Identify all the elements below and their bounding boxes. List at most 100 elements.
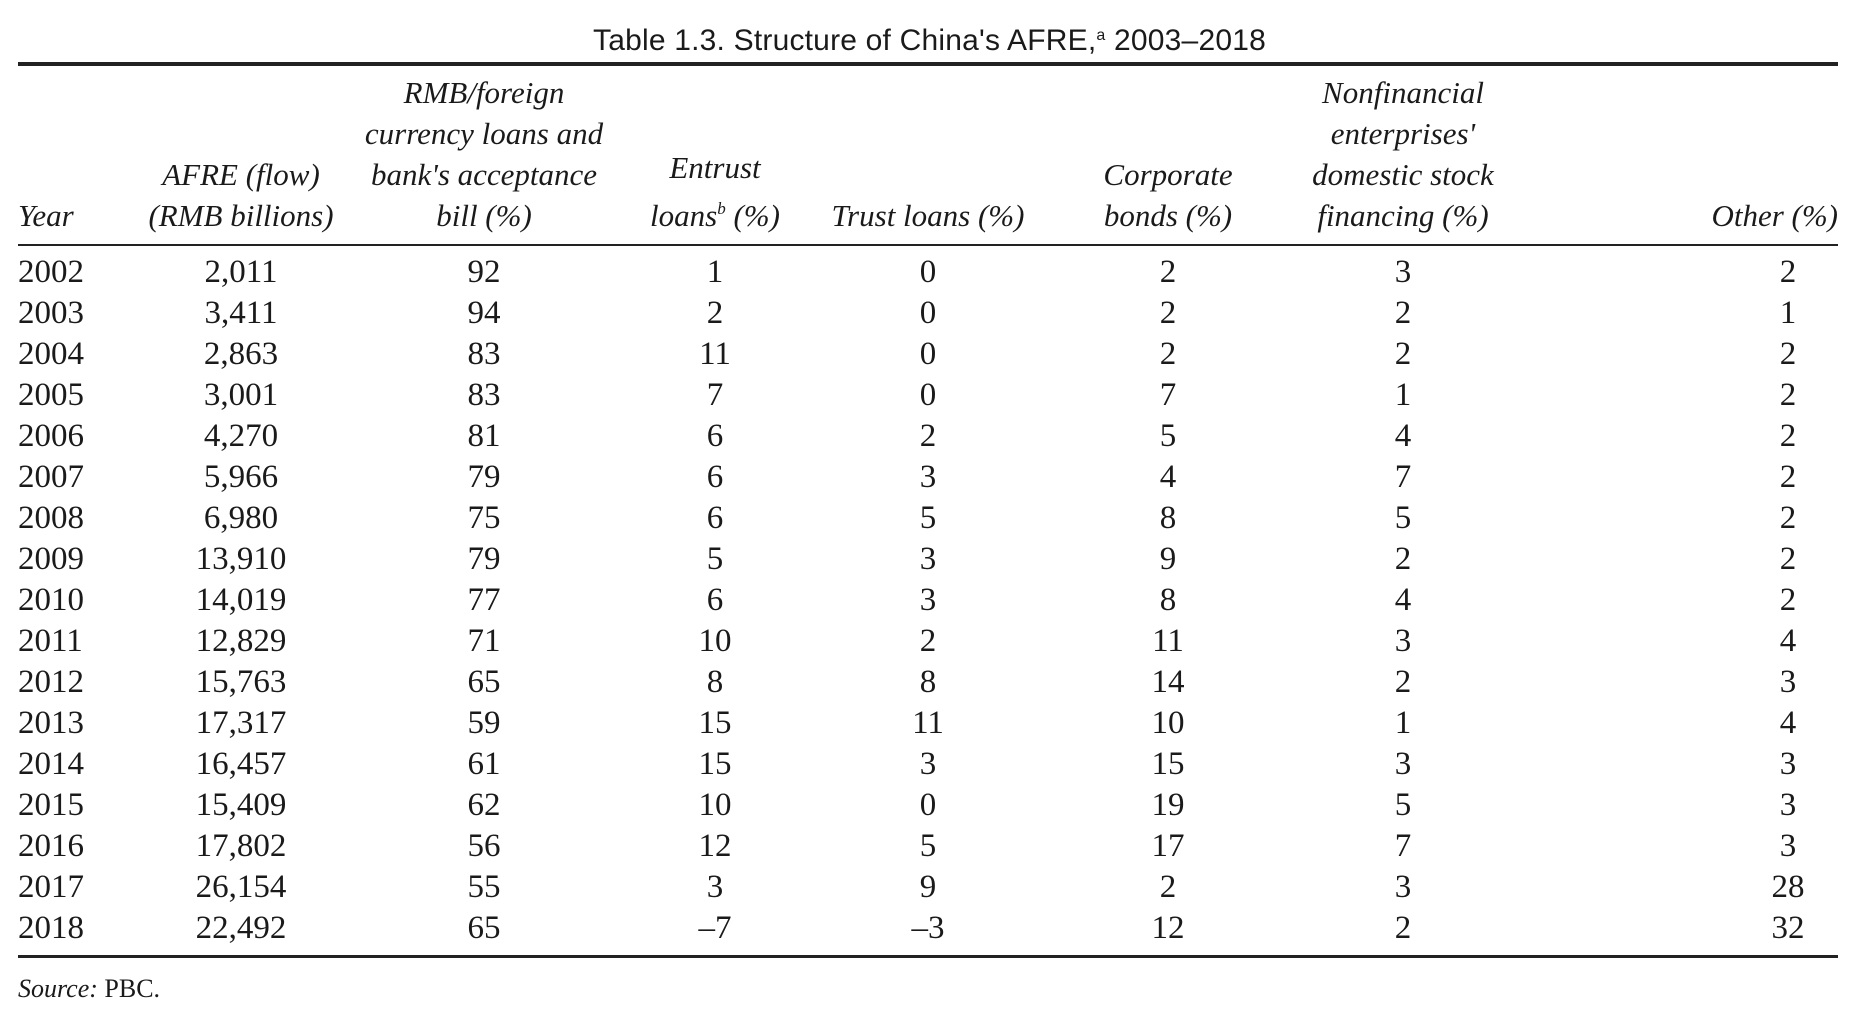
cell-stock-financing-pct: 2: [1394, 910, 1412, 946]
cell-rmb-loans-pct: 65: [467, 910, 501, 946]
cell-trust-loans-pct: 9: [919, 869, 937, 905]
cell-corporate-bonds-pct: 9: [1159, 541, 1177, 577]
cell-corporate-bonds-pct: 7: [1159, 377, 1177, 413]
table-row: 2007 5,966 79 6 3 4 7 2: [18, 457, 1838, 498]
cell-afre-flow: 2,011: [204, 254, 278, 290]
cell-stock-financing-pct: 2: [1394, 664, 1412, 700]
cell-other-pct: 4: [1779, 705, 1797, 741]
cell-entrust-loans-pct: 12: [698, 828, 732, 864]
cell-rmb-loans-pct: 65: [467, 664, 501, 700]
cell-rmb-loans-pct: 92: [467, 254, 501, 290]
cell-year: 2015: [18, 787, 84, 823]
cell-trust-loans-pct: 3: [919, 582, 937, 618]
cell-trust-loans-pct: 2: [919, 418, 937, 454]
cell-year: 2003: [18, 295, 84, 331]
cell-rmb-loans-pct: 81: [467, 418, 501, 454]
table-row: 2004 2,863 83 11 0 2 2 2: [18, 334, 1838, 375]
header-afre: AFRE (flow) (RMB billions): [136, 66, 346, 246]
table-header-row: Year AFRE (flow) (RMB billions) RMB/fore…: [18, 66, 1838, 246]
cell-entrust-loans-pct: 15: [698, 705, 732, 741]
cell-trust-loans-pct: 0: [919, 254, 937, 290]
header-rmb-loans: RMB/foreign currency loans and bank's ac…: [346, 66, 622, 246]
cell-other-pct: 2: [1779, 418, 1797, 454]
cell-afre-flow: 3,001: [203, 377, 279, 413]
cell-stock-financing-pct: 1: [1394, 705, 1412, 741]
cell-stock-financing-pct: 4: [1394, 582, 1412, 618]
table-top-rule: [18, 62, 1838, 66]
cell-afre-flow: 2,863: [203, 336, 279, 372]
cell-trust-loans-pct: 0: [919, 787, 937, 823]
cell-trust-loans-pct: 3: [919, 541, 937, 577]
cell-afre-flow: 17,802: [195, 828, 287, 864]
cell-other-pct: 28: [1771, 869, 1805, 905]
cell-trust-loans-pct: 0: [919, 295, 937, 331]
cell-corporate-bonds-pct: 19: [1151, 787, 1185, 823]
cell-year: 2004: [18, 336, 84, 372]
cell-corporate-bonds-pct: 2: [1159, 254, 1177, 290]
cell-trust-loans-pct: 3: [919, 746, 937, 782]
cell-other-pct: 4: [1779, 623, 1797, 659]
cell-afre-flow: 4,270: [203, 418, 279, 454]
cell-trust-loans-pct: 0: [919, 336, 937, 372]
cell-rmb-loans-pct: 61: [467, 746, 501, 782]
cell-stock-financing-pct: 3: [1394, 746, 1412, 782]
cell-year: 2007: [18, 459, 84, 495]
cell-stock-financing-pct: 1: [1394, 377, 1412, 413]
cell-year: 2013: [18, 705, 84, 741]
cell-rmb-loans-pct: 79: [467, 541, 501, 577]
cell-other-pct: 1: [1779, 295, 1797, 331]
cell-corporate-bonds-pct: 17: [1151, 828, 1185, 864]
source-text: PBC.: [97, 974, 161, 1003]
cell-rmb-loans-pct: 94: [467, 295, 501, 331]
table-bottom-rule: [18, 955, 1838, 958]
cell-year: 2014: [18, 746, 84, 782]
afre-structure-table: Year AFRE (flow) (RMB billions) RMB/fore…: [18, 66, 1838, 949]
cell-other-pct: 3: [1779, 828, 1797, 864]
table-row: 2011 12,829 71 10 2 11 3 4: [18, 621, 1838, 662]
table-row: 2013 17,317 59 15 11 10 1 4: [18, 703, 1838, 744]
cell-entrust-loans-pct: 6: [706, 418, 724, 454]
cell-entrust-loans-pct: 15: [698, 746, 732, 782]
cell-year: 2006: [18, 418, 84, 454]
cell-stock-financing-pct: 7: [1394, 459, 1412, 495]
cell-corporate-bonds-pct: 2: [1159, 869, 1177, 905]
cell-year: 2018: [18, 910, 84, 946]
cell-entrust-loans-pct: 6: [706, 582, 724, 618]
table-row: 2003 3,411 94 2 0 2 2 1: [18, 293, 1838, 334]
cell-rmb-loans-pct: 83: [467, 377, 501, 413]
cell-afre-flow: 22,492: [195, 910, 287, 946]
cell-afre-flow: 13,910: [195, 541, 287, 577]
cell-entrust-loans-pct: 5: [706, 541, 724, 577]
cell-trust-loans-pct: 5: [919, 500, 937, 536]
table-row: 2008 6,980 75 6 5 8 5 2: [18, 498, 1838, 539]
source-label: Source:: [18, 974, 98, 1003]
cell-rmb-loans-pct: 77: [467, 582, 501, 618]
cell-rmb-loans-pct: 56: [467, 828, 501, 864]
table-row: 2012 15,763 65 8 8 14 2 3: [18, 662, 1838, 703]
table-row: 2002 2,011 92 1 0 2 3 2: [18, 245, 1838, 293]
source-note: Source: PBC.: [18, 974, 1841, 1004]
cell-entrust-loans-pct: 11: [699, 336, 731, 372]
cell-stock-financing-pct: 3: [1394, 623, 1412, 659]
cell-trust-loans-pct: 11: [912, 705, 944, 741]
table-row: 2005 3,001 83 7 0 7 1 2: [18, 375, 1838, 416]
table-row: 2015 15,409 62 10 0 19 5 3: [18, 785, 1838, 826]
cell-afre-flow: 12,829: [195, 623, 287, 659]
cell-stock-financing-pct: 7: [1394, 828, 1412, 864]
cell-stock-financing-pct: 2: [1394, 541, 1412, 577]
cell-year: 2009: [18, 541, 84, 577]
cell-afre-flow: 15,763: [195, 664, 287, 700]
cell-rmb-loans-pct: 62: [467, 787, 501, 823]
cell-rmb-loans-pct: 79: [467, 459, 501, 495]
cell-trust-loans-pct: 5: [919, 828, 937, 864]
cell-entrust-loans-pct: 6: [706, 500, 724, 536]
table-row: 2010 14,019 77 6 3 8 4 2: [18, 580, 1838, 621]
cell-stock-financing-pct: 5: [1394, 500, 1412, 536]
cell-other-pct: 2: [1779, 500, 1797, 536]
table-title-text: Table 1.3. Structure of China's AFRE,: [593, 24, 1097, 57]
cell-year: 2017: [18, 869, 84, 905]
cell-entrust-loans-pct: –7: [698, 910, 732, 946]
cell-trust-loans-pct: 2: [919, 623, 937, 659]
cell-rmb-loans-pct: 75: [467, 500, 501, 536]
cell-corporate-bonds-pct: 5: [1159, 418, 1177, 454]
